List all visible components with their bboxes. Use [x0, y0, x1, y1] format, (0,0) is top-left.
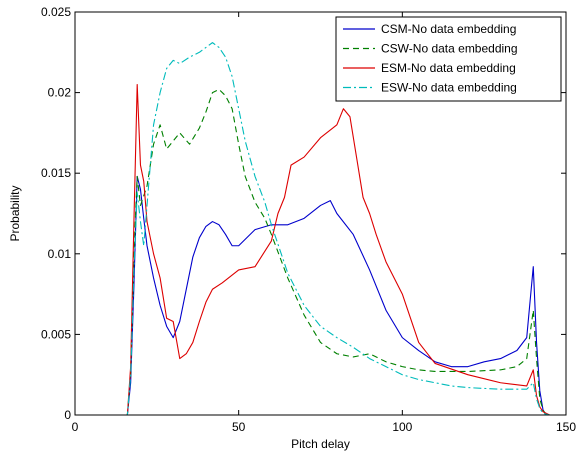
y-tick-label: 0 [64, 408, 71, 422]
y-tick-label: 0.015 [41, 166, 71, 180]
x-tick-label: 0 [72, 420, 79, 434]
legend: CSM-No data embedding CSW-No data embeddi… [335, 16, 562, 102]
series-layer [75, 42, 566, 416]
x-tick-label: 50 [232, 420, 246, 434]
x-tick-label: 150 [556, 420, 576, 434]
series-line-esm-no-data-embedding [75, 83, 566, 416]
y-tick-label: 0.005 [41, 327, 71, 341]
x-tick-label: 100 [392, 420, 412, 434]
series-line-csw-no-data-embedding [75, 88, 566, 416]
y-tick-label: 0.01 [48, 247, 72, 261]
legend-entry: CSW-No data embedding [381, 42, 518, 56]
series-line-esw-no-data-embedding [75, 42, 566, 416]
legend-entry: ESW-No data embedding [381, 81, 517, 95]
series-line-csm-no-data-embedding [75, 175, 566, 416]
ticks-layer: 0 50 100 150 0 0.005 0.01 0.015 0.02 0.025 [41, 5, 576, 434]
axes-layer [74, 11, 567, 416]
y-axis-label: Probability [8, 185, 22, 241]
axes-frame [74, 11, 567, 416]
legend-box [335, 16, 562, 102]
y-tick-label: 0.025 [41, 5, 71, 19]
legend-entry: ESM-No data embedding [381, 61, 516, 75]
legend-entry: CSM-No data embedding [381, 22, 516, 36]
x-axis-label: Pitch delay [291, 437, 350, 451]
y-tick-label: 0.02 [48, 86, 72, 100]
